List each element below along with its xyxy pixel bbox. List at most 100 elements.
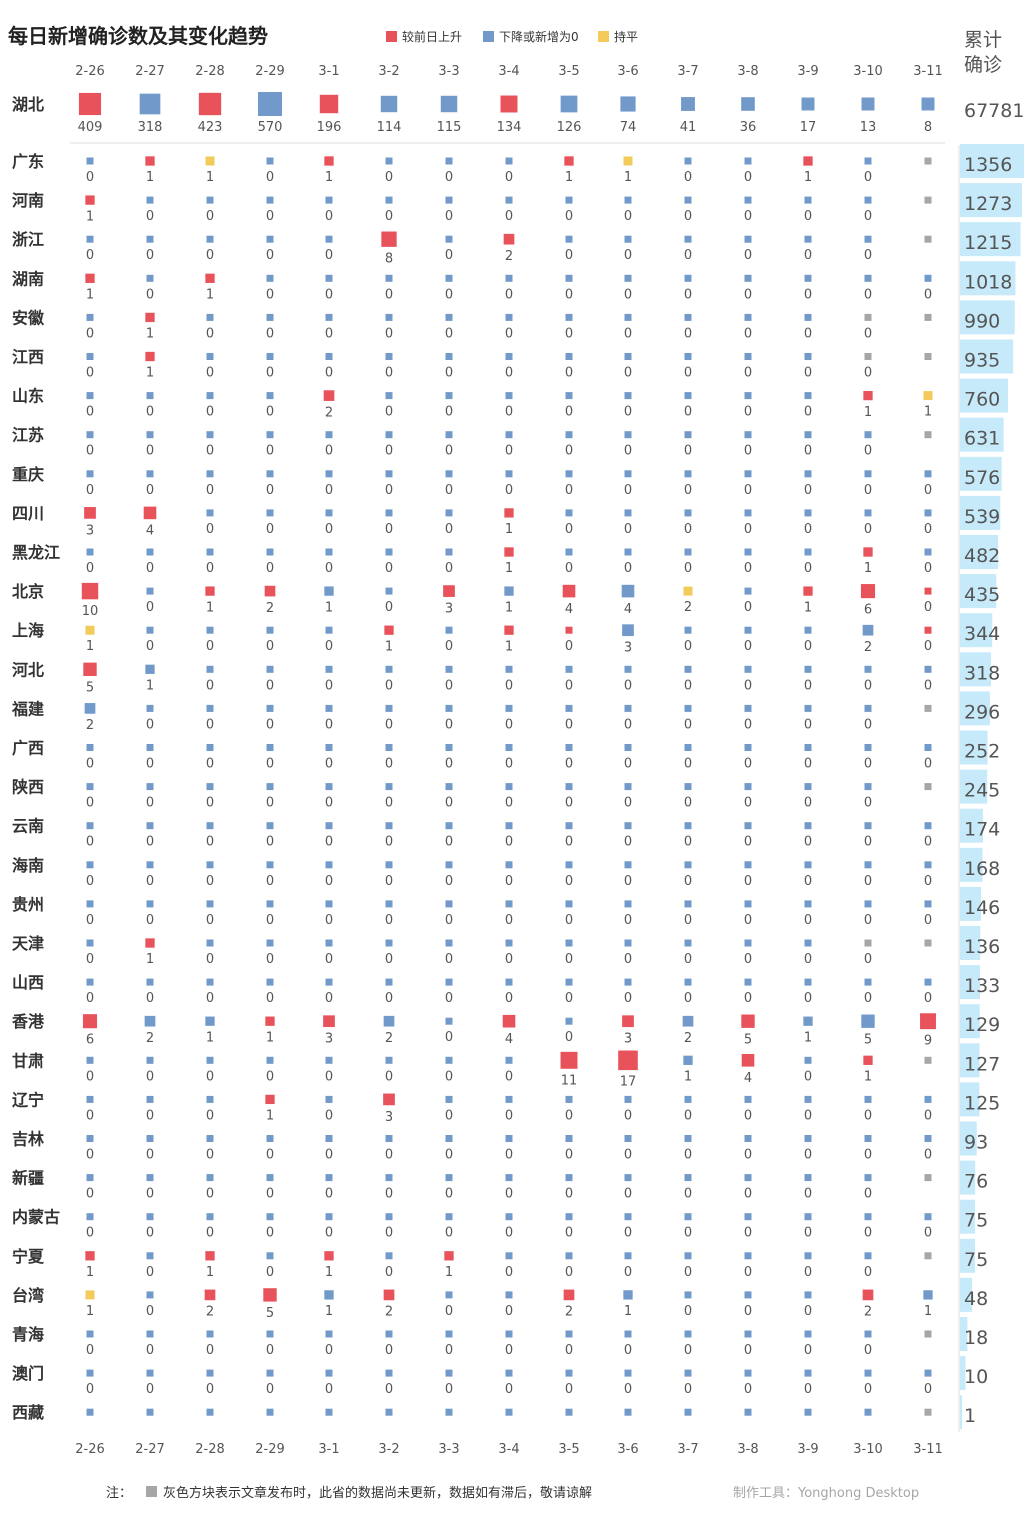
cell-value-上海-3-4: 1	[505, 639, 513, 654]
cell-value-香港-3-5: 0	[565, 1030, 573, 1045]
cell-square-湖北-3-10	[861, 97, 875, 111]
cell-value-山东-2-27: 0	[146, 405, 154, 420]
cell-square-青海-3-4	[505, 1330, 513, 1338]
cell-square-浙江-3-6	[624, 235, 632, 243]
cell-square-江苏-3-11	[924, 431, 932, 439]
cell-value-河南-2-28: 0	[206, 209, 214, 224]
cell-square-内蒙古-3-11	[924, 1213, 932, 1221]
date-tick-top-3-3: 3-3	[438, 64, 459, 79]
cell-square-河南-3-7	[684, 196, 692, 204]
cell-value-广东-2-29: 0	[266, 170, 274, 185]
cell-square-河北-3-1	[325, 665, 333, 673]
cell-square-内蒙古-3-1	[325, 1213, 333, 1221]
cell-value-青海-3-2: 0	[385, 1343, 393, 1358]
cell-square-广西-3-9	[804, 744, 812, 751]
cell-square-湖北-2-26	[78, 92, 102, 116]
cell-square-山西-3-2	[385, 978, 393, 986]
cell-square-天津-2-27	[145, 938, 155, 948]
cell-square-河南-3-10	[864, 196, 872, 204]
cell-value-台湾-3-4: 0	[505, 1304, 513, 1319]
cell-value-湖北-2-29: 570	[258, 120, 283, 135]
cell-square-湖南-2-27	[146, 274, 154, 282]
cell-square-辽宁-3-4	[505, 1095, 513, 1103]
cell-square-上海-3-3	[445, 626, 453, 634]
cell-value-河北-3-8: 0	[744, 678, 752, 693]
cell-value-澳门-2-26: 0	[86, 1382, 94, 1397]
cell-square-新疆-2-29	[266, 1174, 274, 1182]
cumulative-value-云南: 174	[964, 819, 1000, 841]
province-label-内蒙古: 内蒙古	[12, 1208, 60, 1227]
cell-value-重庆-3-9: 0	[804, 483, 812, 498]
cell-square-四川-2-28	[206, 509, 214, 517]
cell-square-浙江-3-9	[804, 235, 812, 243]
cumulative-bar-广西	[960, 730, 988, 765]
cell-value-香港-2-28: 1	[206, 1030, 214, 1045]
cell-square-台湾-2-28	[204, 1289, 216, 1301]
cell-square-北京-3-6	[621, 584, 635, 598]
cell-value-安徽-3-9: 0	[804, 326, 812, 341]
cell-square-黑龙江-3-2	[385, 548, 393, 556]
cell-value-山东-3-11: 1	[924, 405, 932, 420]
cell-value-宁夏-2-27: 0	[146, 1265, 154, 1280]
cell-square-台湾-3-1	[324, 1290, 334, 1300]
cell-value-澳门-3-7: 0	[684, 1382, 692, 1397]
cell-value-河北-3-2: 0	[385, 678, 393, 693]
cell-value-河北-3-11: 0	[924, 678, 932, 693]
cell-square-上海-3-10	[862, 624, 874, 636]
cell-value-新疆-3-1: 0	[325, 1187, 333, 1202]
cell-square-福建-2-27	[146, 704, 154, 712]
cell-square-海南-3-10	[864, 861, 872, 869]
cell-square-香港-2-28	[205, 1016, 215, 1026]
cell-square-湖北-3-7	[681, 97, 695, 111]
cell-square-台湾-2-26	[85, 1290, 95, 1300]
cell-square-上海-2-28	[206, 626, 214, 634]
cell-value-安徽-3-1: 0	[325, 326, 333, 341]
cell-value-辽宁-3-4: 0	[505, 1108, 513, 1123]
cell-square-香港-2-29	[265, 1016, 275, 1026]
cell-value-内蒙古-2-27: 0	[146, 1226, 154, 1241]
cell-square-上海-3-1	[325, 626, 333, 634]
cell-square-台湾-3-2	[383, 1289, 395, 1301]
cell-square-四川-2-27	[143, 506, 157, 520]
cell-value-四川-3-3: 0	[445, 522, 453, 537]
province-label-浙江: 浙江	[12, 230, 44, 249]
cell-value-四川-3-1: 0	[325, 522, 333, 537]
cell-square-山东-3-5	[565, 392, 573, 400]
cell-square-江西-3-8	[744, 353, 752, 360]
province-label-福建: 福建	[11, 699, 44, 718]
cell-square-天津-2-29	[266, 939, 274, 947]
cell-value-澳门-3-5: 0	[565, 1382, 573, 1397]
cell-value-陕西-2-29: 0	[266, 796, 274, 811]
footnote-text: 灰色方块表示文章发布时，此省的数据尚未更新，数据如有滞后，敬请谅解	[163, 1486, 593, 1501]
cell-square-重庆-2-26	[86, 470, 94, 478]
legend-item-down: 下降或新增为0	[483, 28, 579, 45]
cell-value-山东-2-28: 0	[206, 405, 214, 420]
cumulative-bar-江苏	[960, 417, 1004, 452]
date-tick-bottom-3-1: 3-1	[318, 1442, 339, 1457]
cell-value-北京-3-7: 2	[684, 600, 692, 615]
cell-value-浙江-2-26: 0	[86, 248, 94, 263]
cell-value-海南-3-11: 0	[924, 874, 932, 889]
province-label-新疆: 新疆	[12, 1169, 44, 1188]
cell-value-北京-3-6: 4	[624, 602, 632, 617]
cumulative-bar-河北	[960, 652, 991, 687]
cell-value-香港-3-2: 2	[385, 1031, 393, 1046]
cell-value-吉林-2-29: 0	[266, 1148, 274, 1163]
cell-square-贵州-3-5	[565, 900, 573, 908]
cell-value-黑龙江-3-3: 0	[445, 561, 453, 576]
cell-square-澳门-3-11	[924, 1369, 932, 1377]
cumulative-bar-宁夏	[960, 1238, 976, 1273]
cell-square-青海-3-9	[804, 1330, 812, 1338]
cell-value-江西-3-1: 0	[325, 366, 333, 381]
cumulative-value-宁夏: 75	[964, 1249, 988, 1271]
cell-square-吉林-3-8	[744, 1135, 752, 1142]
cell-value-湖北-3-7: 41	[680, 120, 697, 135]
cell-value-山东-2-29: 0	[266, 405, 274, 420]
cell-value-天津-3-2: 0	[385, 952, 393, 967]
cell-value-内蒙古-3-4: 0	[505, 1226, 513, 1241]
date-tick-bottom-3-10: 3-10	[853, 1442, 883, 1457]
cell-value-安徽-3-10: 0	[864, 326, 872, 341]
cell-value-青海-3-9: 0	[804, 1343, 812, 1358]
cell-square-广西-3-3	[445, 744, 453, 751]
cell-square-广西-3-1	[325, 744, 333, 751]
